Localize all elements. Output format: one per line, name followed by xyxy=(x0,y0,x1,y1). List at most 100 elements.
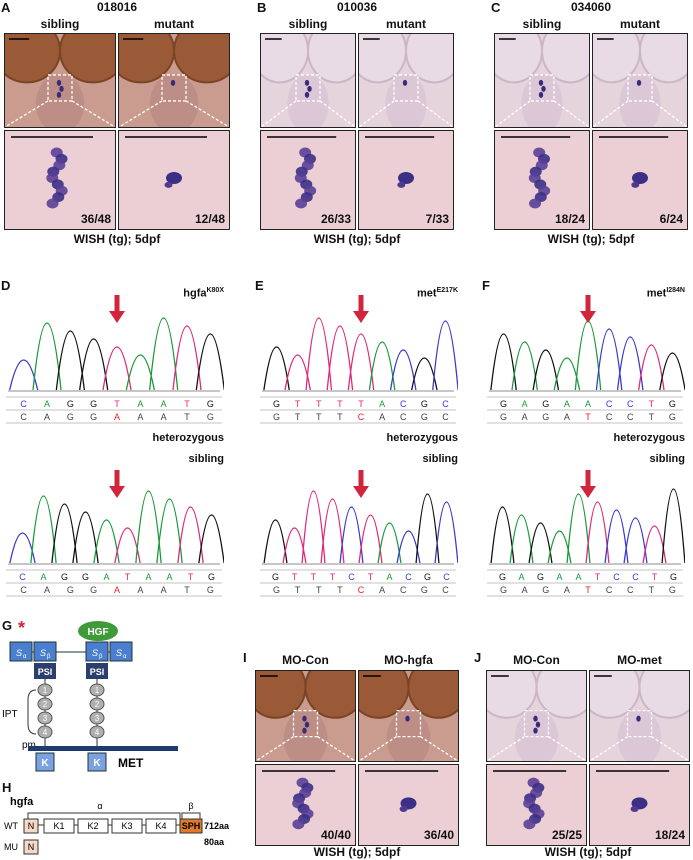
ipt-domain xyxy=(89,711,105,725)
aligned-base: T xyxy=(316,585,322,595)
mutation-label: metI284N xyxy=(575,287,685,300)
gene-name: met xyxy=(417,287,437,300)
wt-domain-label: K2 xyxy=(87,821,98,831)
ref-base: T xyxy=(311,572,317,582)
sibling-header: sibling xyxy=(40,17,80,31)
ipt-number: 2 xyxy=(95,700,100,709)
alpha-label: α xyxy=(97,801,102,811)
aligned-base: G xyxy=(421,585,428,595)
ref-base: A xyxy=(40,572,46,582)
wt-domain-label: K4 xyxy=(155,821,166,831)
sibling-zoom-image: 26/33 xyxy=(260,130,356,230)
aligned-base: G xyxy=(273,585,280,595)
aligned-base: C xyxy=(20,412,27,422)
ref-base: T xyxy=(368,572,374,582)
aligned-base: G xyxy=(500,412,507,422)
mutant-header: mutant xyxy=(620,17,660,31)
ref-base: C xyxy=(627,399,634,409)
aligned-base: A xyxy=(137,585,143,595)
aligned-base: T xyxy=(649,412,655,422)
het-label-1: heterozygous xyxy=(613,432,685,444)
ref-base: A xyxy=(518,572,524,582)
count-ratio: 40/40 xyxy=(320,828,351,842)
ref-base: G xyxy=(499,572,506,582)
aligned-base: A xyxy=(114,412,120,422)
control-zoom-image: 25/25 xyxy=(486,764,587,846)
mutant-header: mutant xyxy=(386,17,426,31)
aligned-base: C xyxy=(442,585,449,595)
morphant-head-image xyxy=(358,670,459,762)
count-ratio: 6/24 xyxy=(659,212,683,226)
kinase-label-2: K xyxy=(93,758,101,769)
beta-label: β xyxy=(188,801,193,811)
ref-base: G xyxy=(421,399,428,409)
aligned-base: C xyxy=(627,585,634,595)
het-chromatogram: G A G A A T C C T GG A G A T C C T G xyxy=(487,470,685,597)
ref-base: C xyxy=(400,399,407,409)
wt-label: WT xyxy=(4,821,18,831)
s-alpha-sub-1: α xyxy=(23,654,27,660)
met-label: MET xyxy=(118,756,144,770)
wt-domain xyxy=(179,818,203,834)
ipt-number: 2 xyxy=(43,700,48,709)
ref-base: T xyxy=(184,399,190,409)
morphant-zoom-image: 18/24 xyxy=(589,764,690,846)
aligned-base: A xyxy=(161,412,167,422)
line-id-title: 034060 xyxy=(570,0,612,14)
ipt-domain xyxy=(89,697,105,711)
aligned-base: C xyxy=(358,412,365,422)
count-ratio: 18/24 xyxy=(654,828,685,842)
ref-base: T xyxy=(337,399,343,409)
wt-domain-label: N xyxy=(28,821,35,831)
ref-base: G xyxy=(61,572,68,582)
aligned-base: G xyxy=(500,585,507,595)
count-ratio: 36/40 xyxy=(423,828,454,842)
ref-base: T xyxy=(652,572,658,582)
aligned-base: T xyxy=(649,585,655,595)
ref-base: G xyxy=(67,399,74,409)
wish-caption: WISH (tg); 5dpf xyxy=(73,232,161,246)
ref-base: A xyxy=(379,399,385,409)
psi-left xyxy=(34,663,56,679)
sibling-zoom-image: 36/48 xyxy=(4,130,116,230)
control-zoom-image: 40/40 xyxy=(255,764,356,846)
kinase-label-1: K xyxy=(41,758,49,769)
aligned-base: C xyxy=(606,412,613,422)
count-ratio: 18/24 xyxy=(554,212,585,226)
panel-label-b: B xyxy=(257,0,267,15)
aligned-base: C xyxy=(400,585,407,595)
mutation-sup: E217K xyxy=(436,287,458,294)
ref-base: A xyxy=(145,572,151,582)
ipt-domain xyxy=(37,711,53,725)
aligned-base: A xyxy=(161,585,167,595)
ref-base: C xyxy=(20,399,27,409)
aligned-base: T xyxy=(295,412,301,422)
aligned-base: C xyxy=(20,585,27,595)
line-id-title: 018016 xyxy=(96,0,138,14)
sibling-header: sibling xyxy=(288,17,328,31)
aligned-base: G xyxy=(542,412,549,422)
kinase-left xyxy=(35,752,55,772)
morphant-header: MO-met xyxy=(617,653,662,667)
mutant-head-image xyxy=(358,33,454,128)
ref-base: A xyxy=(166,572,172,582)
ref-base: G xyxy=(272,572,279,582)
ipt-number: 3 xyxy=(43,714,48,723)
mu-n-domain xyxy=(23,839,39,855)
ref-base: T xyxy=(125,572,131,582)
aligned-base: G xyxy=(67,412,74,422)
aligned-base: C xyxy=(400,412,407,422)
aligned-base: G xyxy=(669,585,676,595)
panel-label-d: D xyxy=(1,278,11,293)
ref-base: G xyxy=(500,399,507,409)
ref-base: A xyxy=(386,572,392,582)
s-beta-sub-1: β xyxy=(47,654,51,660)
count-ratio: 7/33 xyxy=(425,212,449,226)
aligned-base: G xyxy=(90,412,97,422)
panel-label-e: E xyxy=(255,278,264,293)
ref-base: G xyxy=(542,399,549,409)
aligned-base: C xyxy=(606,585,613,595)
aligned-base: T xyxy=(295,585,301,595)
wt-domain xyxy=(43,818,75,834)
ref-base: G xyxy=(273,399,280,409)
